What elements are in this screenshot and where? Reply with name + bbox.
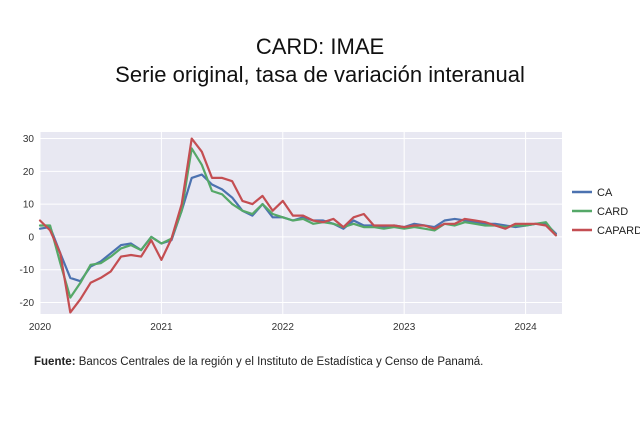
source-label: Fuente: (34, 356, 76, 368)
y-tick-label: 0 (28, 232, 34, 243)
y-tick-label: -20 (20, 298, 35, 309)
x-tick-label: 2023 (393, 322, 416, 333)
source-note: Fuente: Bancos Centrales de la región y … (34, 356, 624, 368)
series-lines (38, 137, 558, 314)
source-text: Bancos Centrales de la región y el Insti… (75, 356, 484, 368)
y-tick-label: 20 (23, 167, 35, 178)
y-axis-ticks: 30 20 10 0 -10 -20 (20, 134, 35, 309)
legend-label-capard: CAPARD (597, 225, 640, 237)
legend-label-ca: CA (597, 187, 613, 199)
chart-title: CARD: IMAE (255, 34, 385, 59)
x-axis-ticks: 2020 2021 2022 2023 2024 (29, 322, 537, 333)
x-tick-label: 2021 (150, 322, 173, 333)
chart-subtitle: Serie original, tasa de variación intera… (115, 62, 525, 87)
y-tick-label: 10 (23, 200, 35, 211)
x-tick-label: 2024 (514, 322, 537, 333)
x-tick-label: 2020 (29, 322, 52, 333)
line-chart: 30 20 10 0 -10 -20 2020 2021 2022 2023 2024 CA CAR… (20, 132, 640, 333)
y-tick-label: 30 (23, 134, 35, 145)
series-line-card (38, 147, 558, 299)
x-tick-label: 2022 (272, 322, 295, 333)
legend-label-card: CARD (597, 206, 628, 218)
y-tick-label: -10 (20, 265, 35, 276)
legend: CA CARD CAPARD (572, 187, 640, 237)
grid-lines (39, 132, 562, 314)
series-line-capard (38, 137, 558, 314)
